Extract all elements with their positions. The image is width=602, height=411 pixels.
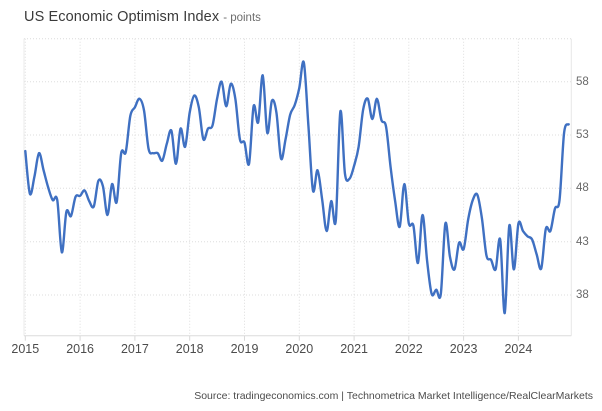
x-axis-tick-label: 2020 xyxy=(285,342,314,356)
y-axis-tick-label: 53 xyxy=(576,129,589,141)
x-axis-tick-label: 2018 xyxy=(175,342,204,356)
chart-title: US Economic Optimism Index xyxy=(24,9,220,25)
x-axis-tick-label: 2021 xyxy=(340,342,368,356)
x-axis-tick-label: 2024 xyxy=(504,342,533,356)
x-axis-tick-label: 2019 xyxy=(230,342,259,356)
y-axis-tick-label: 38 xyxy=(576,289,589,301)
x-axis-tick-label: 2017 xyxy=(120,342,149,356)
x-axis-tick-label: 2015 xyxy=(11,342,40,356)
x-axis-tick-label: 2022 xyxy=(394,342,423,356)
y-axis-tick-label: 58 xyxy=(576,75,589,88)
y-axis-tick-label: 48 xyxy=(576,182,589,195)
y-axis-tick-label: 43 xyxy=(576,235,589,248)
source-attribution: Source: tradingeconomics.com | Technomet… xyxy=(194,390,593,402)
x-axis-tick-label: 2023 xyxy=(449,342,478,356)
series-line xyxy=(24,60,570,315)
x-axis-tick-label: 2016 xyxy=(66,342,94,356)
chart-header: US Economic Optimism Index - points xyxy=(24,8,261,26)
chart-unit-label: - points xyxy=(223,12,261,24)
